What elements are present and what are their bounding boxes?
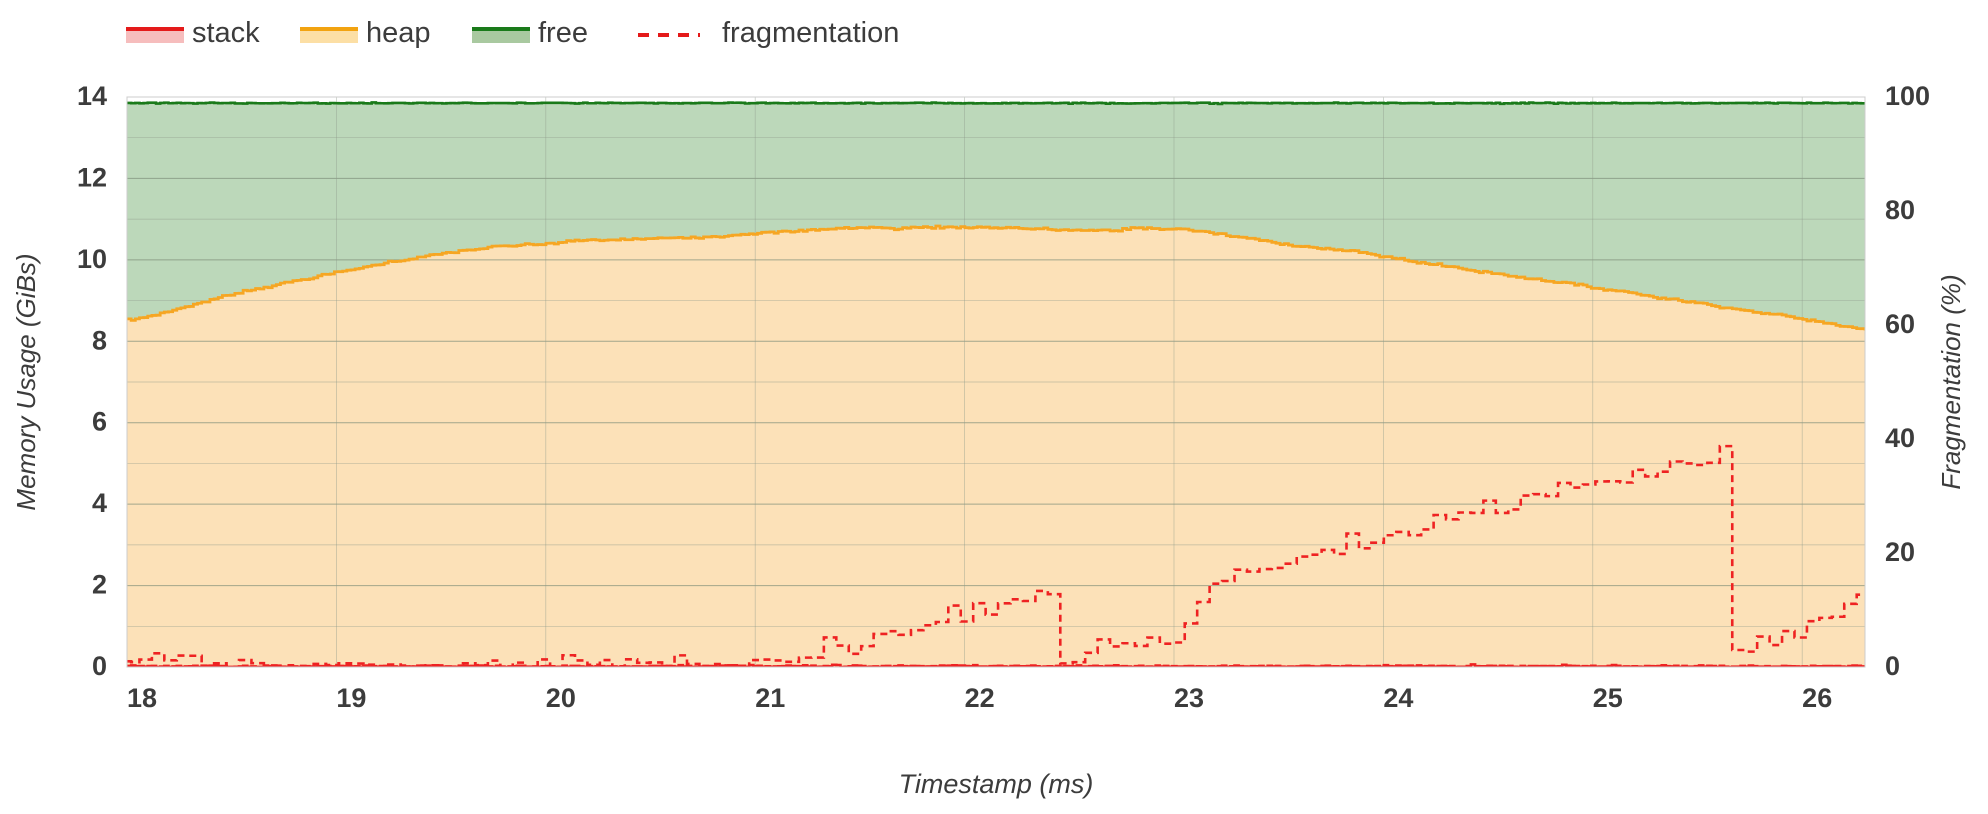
svg-text:60: 60	[1885, 309, 1915, 339]
svg-text:100: 100	[1885, 81, 1930, 111]
svg-text:19: 19	[336, 683, 366, 713]
svg-text:0: 0	[92, 651, 107, 681]
svg-text:25: 25	[1593, 683, 1623, 713]
svg-text:22: 22	[965, 683, 995, 713]
svg-text:12: 12	[77, 162, 107, 192]
svg-text:heap: heap	[366, 17, 431, 49]
svg-text:stack: stack	[192, 17, 260, 49]
svg-text:Fragmentation (%): Fragmentation (%)	[1936, 274, 1966, 489]
svg-text:20: 20	[1885, 537, 1915, 567]
svg-text:fragmentation: fragmentation	[722, 17, 899, 49]
svg-text:Timestamp (ms): Timestamp (ms)	[899, 769, 1094, 799]
svg-text:80: 80	[1885, 195, 1915, 225]
svg-text:40: 40	[1885, 423, 1915, 453]
svg-text:10: 10	[77, 244, 107, 274]
svg-text:24: 24	[1383, 683, 1413, 713]
svg-text:Memory Usage (GiBs): Memory Usage (GiBs)	[11, 253, 41, 510]
svg-text:0: 0	[1885, 651, 1900, 681]
svg-text:26: 26	[1802, 683, 1832, 713]
svg-text:free: free	[538, 17, 588, 49]
svg-text:2: 2	[92, 570, 107, 600]
svg-text:8: 8	[92, 325, 107, 355]
svg-text:20: 20	[546, 683, 576, 713]
svg-text:4: 4	[92, 488, 107, 518]
svg-text:23: 23	[1174, 683, 1204, 713]
svg-text:14: 14	[77, 81, 107, 111]
svg-text:21: 21	[755, 683, 785, 713]
svg-text:18: 18	[127, 683, 157, 713]
svg-text:6: 6	[92, 407, 107, 437]
